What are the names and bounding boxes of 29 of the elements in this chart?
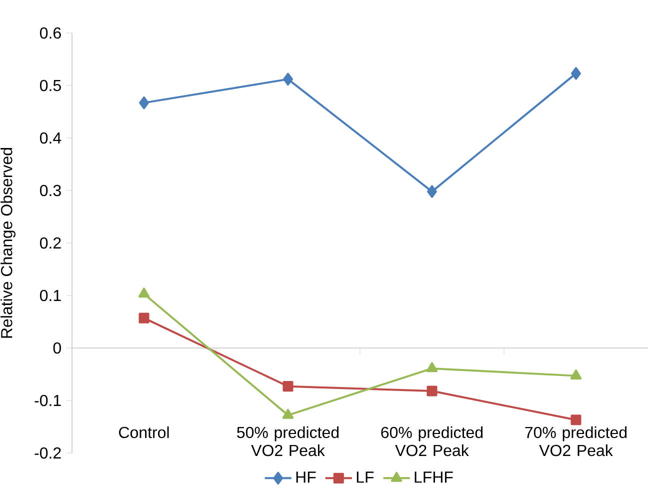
point <box>426 362 438 372</box>
point <box>138 312 150 324</box>
x-tick-label: 70% predicted VO2 Peak <box>525 426 627 456</box>
y-axis-title: Relative Change Observed <box>0 148 16 338</box>
x-tick-label: Control <box>119 426 169 438</box>
y-tick-label: 0.2 <box>40 237 61 249</box>
y-tick-label: 0.1 <box>40 290 61 302</box>
y-tick-label: -0.2 <box>34 447 61 459</box>
y-tick-label: 0.4 <box>40 132 62 144</box>
point <box>283 72 294 86</box>
x-tick-label: 50% predicted VO2 Peak <box>237 426 339 456</box>
y-tick-label: 0.3 <box>40 184 61 196</box>
point <box>570 414 582 426</box>
legend-label: LF <box>356 472 374 483</box>
point <box>570 369 582 380</box>
legend-label: HF <box>296 472 316 483</box>
point <box>282 381 294 392</box>
point <box>427 185 437 198</box>
point <box>138 288 150 298</box>
legend-label: LFHF <box>414 472 453 483</box>
point <box>570 67 581 80</box>
y-tick-label: 0.5 <box>40 80 61 92</box>
point <box>282 408 294 419</box>
point <box>139 96 150 110</box>
y-tick-label: 0 <box>53 342 61 354</box>
y-tick-label: -0.1 <box>34 394 61 406</box>
x-tick-label: 60% predicted VO2 Peak <box>381 426 483 456</box>
y-tick-label: 0.6 <box>40 27 61 39</box>
point <box>426 386 438 396</box>
